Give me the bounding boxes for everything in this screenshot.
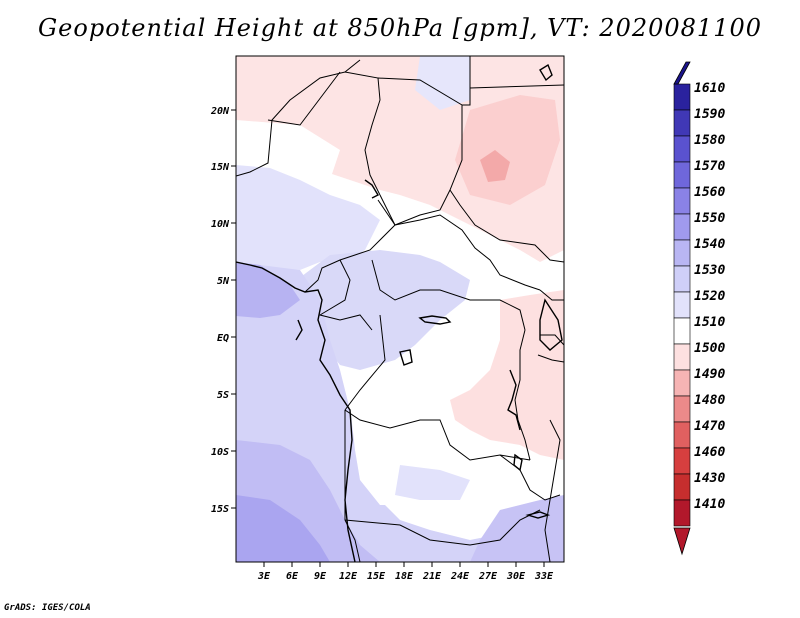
lat-label: 5N	[217, 276, 230, 287]
lon-label: 6E	[286, 571, 299, 582]
coastlines	[236, 63, 563, 562]
colorbar-top-arrow	[673, 61, 691, 85]
colorbar-bottom-arrow	[673, 527, 691, 556]
colorbar-label: 1510	[694, 315, 725, 330]
lat-axis: 20N 15N 10N 5N EQ 5S 10S 15S	[210, 106, 236, 515]
colorbar-label: 1490	[694, 367, 725, 382]
lon-label: 27E	[478, 571, 498, 582]
lat-label: 15S	[211, 504, 229, 515]
colorbar-cell	[673, 187, 691, 215]
colorbar-label: 1470	[694, 419, 725, 434]
lon-label: 33E	[534, 571, 554, 582]
lat-label: 10N	[211, 219, 230, 230]
colorbar-cell	[673, 395, 691, 423]
colorbar-cell	[673, 109, 691, 137]
lat-label: 20N	[210, 106, 230, 117]
lon-label: 9E	[314, 571, 327, 582]
lat-label: 5S	[217, 390, 229, 401]
lon-label: 12E	[339, 571, 358, 582]
colorbar-cell	[673, 161, 691, 189]
lon-label: 18E	[395, 571, 414, 582]
colorbar-label: 1610	[694, 81, 725, 96]
colorbar-cell	[673, 499, 691, 527]
lon-axis: 3E 6E 9E 12E 15E 18E 21E 24E 27E 30E 33E	[257, 562, 554, 582]
colorbar-label: 1530	[694, 263, 725, 278]
colorbar-cell	[673, 135, 691, 163]
colorbar-label: 1580	[694, 133, 725, 148]
lat-label: 10S	[211, 447, 229, 458]
colorbar-cell	[673, 447, 691, 475]
lat-label: EQ	[217, 333, 229, 344]
lon-label: 24E	[450, 571, 470, 582]
colorbar-cell	[673, 369, 691, 397]
colorbar-label: 1480	[694, 393, 725, 408]
country-boundaries	[236, 56, 564, 562]
colorbar-cell	[673, 83, 691, 111]
lon-label: 3E	[257, 571, 271, 582]
colorbar-label: 1550	[694, 211, 725, 226]
lon-label: 15E	[367, 571, 386, 582]
colorbar-cell	[673, 317, 691, 345]
colorbar-label: 1570	[694, 159, 725, 174]
colorbar-cell	[673, 265, 691, 293]
colorbar-label: 1500	[694, 341, 725, 356]
colorbar: 1610 1590 1580 1570 1560 1550 1540 1530 …	[673, 61, 725, 556]
shaded-field	[236, 56, 564, 562]
colorbar-cell	[673, 291, 691, 319]
colorbar-label: 1560	[694, 185, 725, 200]
colorbar-label: 1540	[694, 237, 725, 252]
colorbar-cell	[673, 239, 691, 267]
lon-label: 21E	[422, 571, 442, 582]
footer-credit: GrADS: IGES/COLA	[4, 603, 91, 613]
colorbar-cell	[673, 421, 691, 449]
colorbar-label: 1430	[694, 471, 725, 486]
chart-title: Geopotential Height at 850hPa [gpm], VT:…	[38, 14, 762, 42]
lat-label: 15N	[211, 162, 230, 173]
colorbar-label: 1520	[694, 289, 725, 304]
lon-label: 30E	[506, 571, 526, 582]
colorbar-label: 1460	[694, 445, 725, 460]
colorbar-label: 1590	[694, 107, 725, 122]
colorbar-cell	[673, 343, 691, 371]
colorbar-cell	[673, 213, 691, 241]
colorbar-label: 1410	[694, 497, 725, 512]
colorbar-cell	[673, 473, 691, 501]
map-frame	[235, 55, 565, 563]
